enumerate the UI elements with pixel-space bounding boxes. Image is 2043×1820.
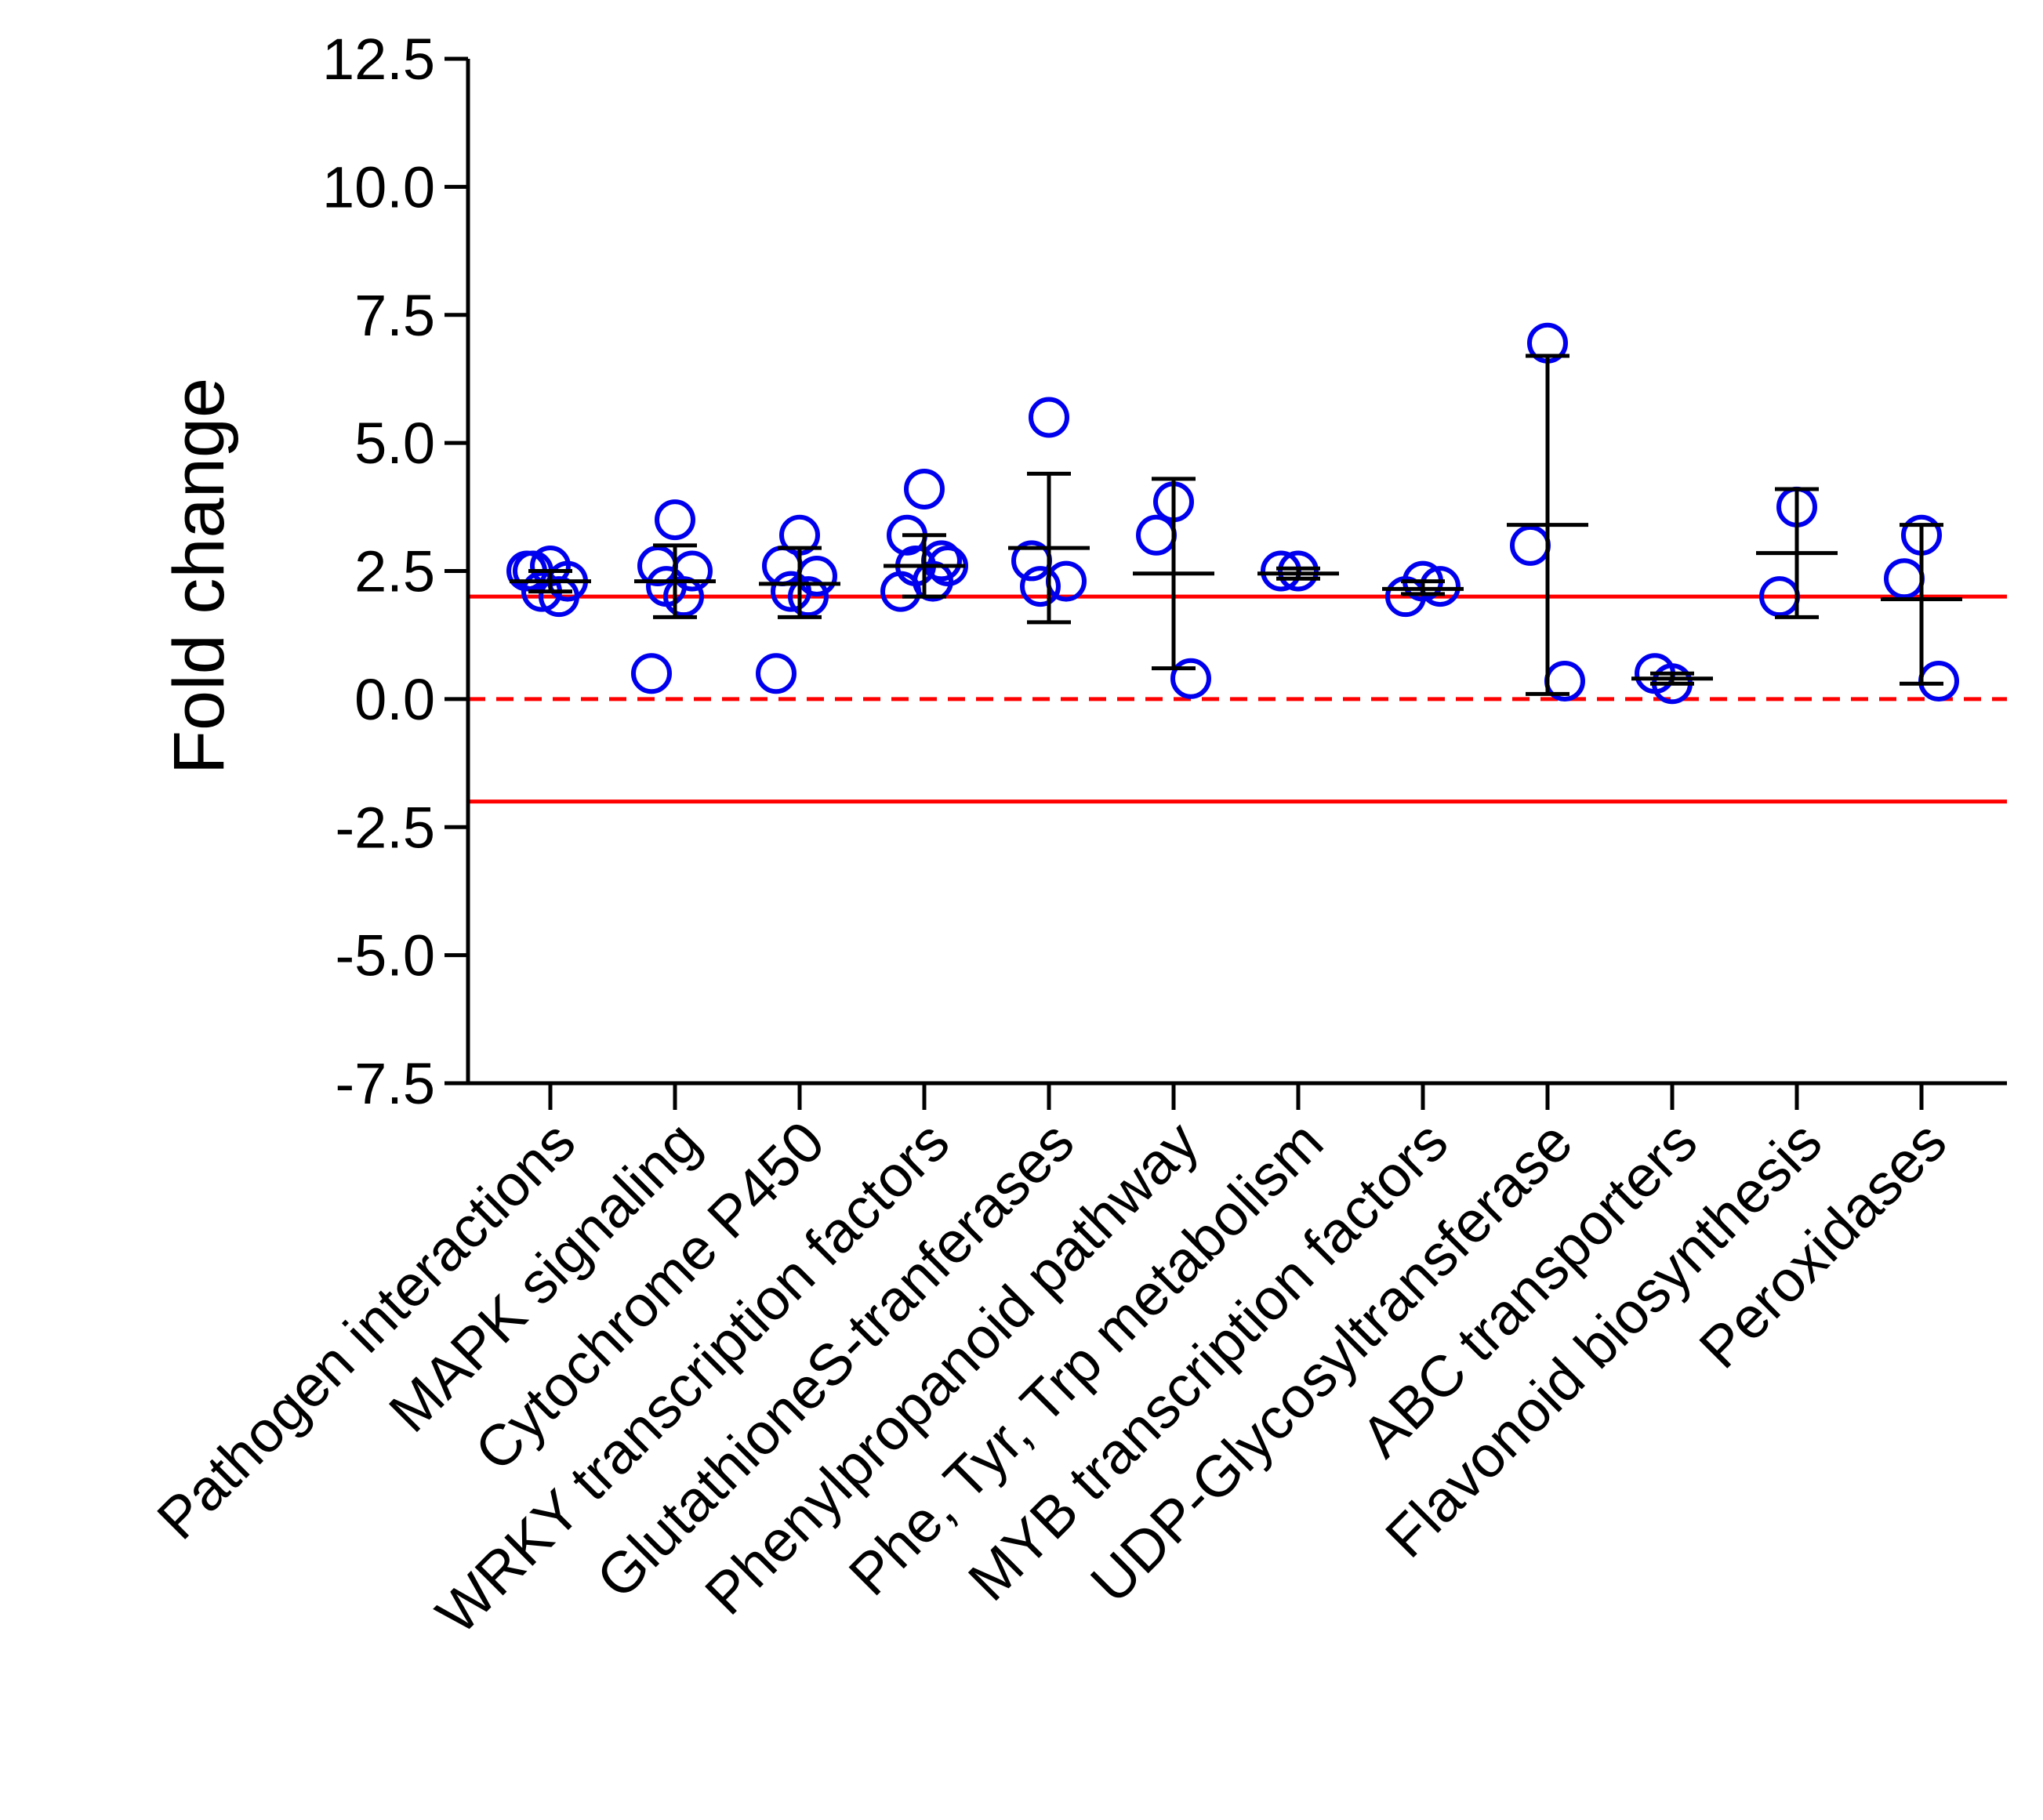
data-point (1170, 658, 1211, 699)
data-point (762, 545, 803, 586)
data-point (1046, 560, 1087, 602)
y-tick-label: 12.5 (322, 27, 435, 92)
data-point (1510, 524, 1551, 566)
data-point (637, 545, 678, 586)
y-axis: -7.5 -5.0 -2.5 0.0 2.5 5.0 7.5 10.0 12.5 (322, 27, 470, 1116)
data-point (539, 576, 579, 618)
data-point (1020, 566, 1061, 607)
group-7 (1382, 560, 1464, 618)
data-point (756, 653, 797, 694)
group-10 (1756, 486, 1838, 619)
data-point (1278, 550, 1319, 592)
group-2 (756, 514, 840, 694)
y-axis-title: Fold change (159, 378, 239, 774)
group-1 (631, 499, 716, 694)
group-3 (880, 468, 968, 612)
y-tick-label: 0.0 (354, 667, 435, 732)
data-point (904, 468, 945, 509)
data-point (788, 576, 829, 618)
y-tick-label: 5.0 (354, 411, 435, 476)
y-tick-label: 2.5 (354, 539, 435, 604)
data-point (655, 499, 695, 541)
group-0 (506, 545, 591, 618)
y-tick-label: -2.5 (335, 795, 435, 860)
data-point (880, 571, 921, 612)
data-point (663, 576, 704, 618)
reference-lines (468, 594, 2007, 804)
data-point (771, 571, 811, 612)
data-point (1884, 558, 1925, 600)
group-6 (1257, 550, 1339, 592)
group-11 (1881, 514, 1962, 702)
group-5 (1133, 477, 1214, 699)
y-tick-label: 10.0 (322, 154, 435, 219)
data-groups (506, 322, 1962, 705)
group-4 (1008, 397, 1090, 625)
data-point (1918, 661, 1959, 702)
data-point (1029, 397, 1069, 438)
data-point (1136, 514, 1177, 556)
y-tick-label: -5.0 (335, 923, 435, 988)
group-9 (1631, 653, 1713, 705)
y-tick-label: 7.5 (354, 283, 435, 348)
y-tick-label: -7.5 (335, 1051, 435, 1116)
group-8 (1507, 322, 1588, 702)
data-point (631, 653, 672, 694)
